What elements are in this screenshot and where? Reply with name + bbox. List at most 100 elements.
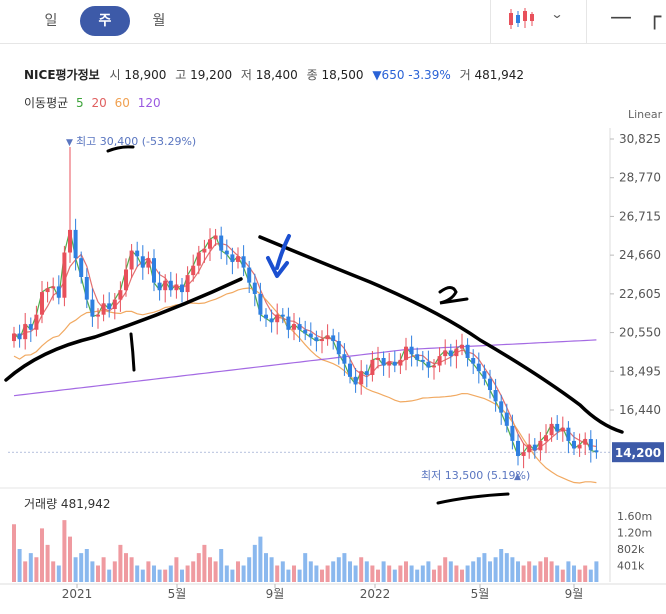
volume-bar — [308, 561, 313, 582]
volume-bar — [404, 561, 408, 582]
volume-bar — [566, 561, 571, 582]
candle-body — [499, 401, 504, 413]
volume-bar — [588, 569, 593, 582]
candlestick-icon[interactable] — [506, 6, 536, 32]
ma-20[interactable]: 20 — [91, 96, 107, 110]
candle-body — [303, 329, 308, 334]
candle-body — [493, 390, 498, 402]
candle-body — [443, 350, 448, 357]
chevron-down-icon[interactable]: ⌄ — [550, 7, 564, 21]
ma-5[interactable]: 5 — [76, 96, 84, 110]
ma-60[interactable]: 60 — [114, 96, 130, 110]
volume-bar — [185, 565, 190, 582]
volume-bar — [454, 565, 459, 582]
low-marker: ▲ — [514, 472, 521, 482]
volume-bar — [521, 565, 526, 582]
candle-body — [420, 359, 425, 362]
volume-bar — [420, 565, 425, 582]
candle-body — [415, 354, 420, 360]
scale-type[interactable]: Linear — [628, 108, 663, 121]
candle-body — [325, 335, 330, 340]
candle-body — [96, 314, 100, 317]
ma-line-20 — [13, 242, 597, 452]
annotation-digit-two — [438, 286, 469, 305]
volume-bar — [45, 544, 50, 582]
candle-body — [482, 371, 487, 379]
volume-bar — [572, 565, 576, 582]
volume-bar — [101, 557, 106, 582]
tab-daily[interactable]: 일 — [44, 13, 58, 29]
ma-120[interactable]: 120 — [137, 96, 161, 110]
volume-bar — [163, 569, 168, 582]
candle-body — [12, 333, 16, 342]
candle-body — [224, 250, 229, 255]
y-tick-label: 24,660 — [619, 248, 661, 262]
candle-body — [454, 348, 459, 357]
candle-body — [549, 423, 554, 436]
volume-bar — [516, 561, 520, 582]
volume-bar — [224, 565, 229, 582]
candle-body — [370, 359, 375, 375]
x-tick-label: 2021 — [62, 587, 93, 601]
volume-bar — [129, 557, 134, 582]
candle-body — [471, 358, 476, 364]
volume-bar — [314, 565, 319, 582]
volume-bar — [84, 549, 89, 582]
volume-bar — [532, 565, 537, 582]
candle-body — [140, 256, 145, 268]
candle-body — [336, 341, 341, 355]
low-annotation: 최저 13,500 (5.19%) — [421, 469, 530, 482]
volume-bar — [432, 569, 436, 582]
low-label: 저 — [240, 68, 252, 82]
volume-bar — [230, 569, 235, 582]
candle-body — [504, 412, 509, 426]
volume-bar — [560, 569, 565, 582]
candle-body — [527, 444, 532, 453]
high-label: 고 — [175, 68, 187, 82]
candle-body — [409, 346, 414, 355]
volume-tick-label: 1.60m — [617, 510, 652, 523]
volume-bar — [191, 561, 196, 582]
volume-bar — [118, 544, 123, 582]
change-value: ▼650 -3.39% — [372, 68, 451, 82]
volume-bar — [364, 561, 369, 582]
candle-body — [392, 361, 397, 366]
candle-body — [23, 324, 28, 340]
toolbar-divider — [586, 0, 587, 44]
tab-monthly[interactable]: 월 — [152, 13, 166, 29]
volume-bar — [202, 544, 207, 582]
volume-bar — [387, 565, 392, 582]
candle-body — [180, 284, 184, 293]
volume-bar — [488, 561, 492, 582]
volume-bar — [180, 569, 184, 582]
candle-body — [51, 286, 56, 289]
annotation-stroke-support — [4, 277, 243, 382]
candle-body — [465, 344, 470, 359]
minimize-icon[interactable]: — — [610, 5, 632, 30]
annotation-arrow-head — [266, 256, 289, 278]
candle-body — [359, 371, 364, 385]
volume-bar — [392, 569, 397, 582]
volume-bar — [269, 557, 274, 582]
tab-weekly[interactable]: 주 — [80, 6, 130, 36]
y-tick-label: 16,440 — [619, 403, 661, 417]
candle-body — [28, 324, 33, 330]
candle-body — [426, 361, 431, 368]
candle-body — [460, 344, 464, 349]
volume-bar — [370, 565, 375, 582]
volume-bar — [499, 549, 504, 582]
volume-bar — [549, 561, 554, 582]
candle-body — [521, 452, 526, 456]
volume-bar — [168, 565, 173, 582]
maximize-icon[interactable]: ┌ — [648, 5, 662, 30]
annotation-underline-high — [106, 145, 135, 153]
candle-body — [40, 292, 44, 315]
volume-bar — [320, 569, 324, 582]
candle-body — [437, 356, 442, 366]
y-tick-label: 28,770 — [619, 171, 661, 185]
candle-body — [331, 335, 336, 342]
candle-body — [588, 439, 593, 451]
ma-label: 이동평균 — [24, 96, 69, 110]
candle-body — [73, 229, 78, 259]
